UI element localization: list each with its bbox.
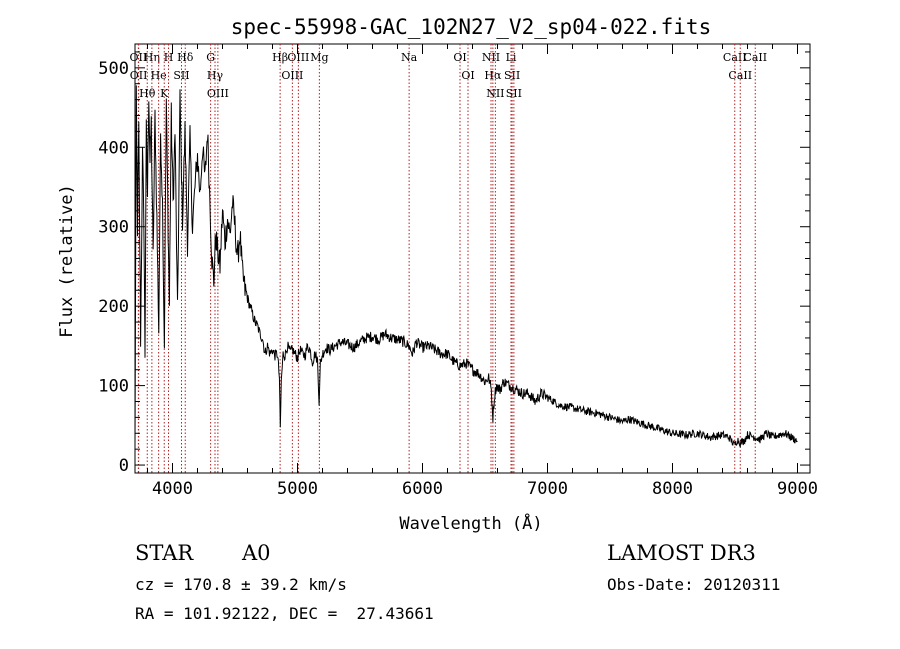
emission-line-label: He	[151, 69, 167, 82]
coordinates-readout: RA = 101.92122, DEC = 27.43661	[135, 604, 434, 623]
emission-line-label: G	[206, 51, 215, 64]
emission-line-label: OIII	[207, 87, 229, 100]
survey-name: LAMOST DR3	[607, 541, 756, 565]
emission-line-label: Hη	[144, 51, 160, 64]
emission-line-label: Hγ	[207, 69, 224, 82]
y-axis-label: Flux (relative)	[57, 184, 77, 338]
x-tick-label: 6000	[402, 479, 443, 499]
emission-line-label: Li	[506, 51, 517, 64]
x-axis-label: Wavelength (Å)	[399, 512, 542, 534]
emission-line-label: SII	[504, 69, 520, 82]
emission-line-label: NII	[482, 51, 500, 64]
emission-line-label: H	[164, 51, 174, 64]
emission-line-label: Hβ	[272, 51, 288, 64]
chart-title: spec-55998-GAC_102N27_V2_sp04-022.fits	[231, 15, 711, 39]
emission-line-label: CaII	[743, 51, 767, 64]
x-tick-label: 8000	[652, 479, 693, 499]
x-tick-label: 4000	[152, 479, 193, 499]
y-tick-label: 200	[98, 297, 129, 317]
emission-line-label: OII	[130, 69, 148, 82]
y-tick-label: 500	[98, 59, 129, 79]
emission-line-label: SII	[173, 69, 189, 82]
y-tick-label: 400	[98, 138, 129, 158]
x-tick-label: 9000	[777, 479, 818, 499]
emission-line-label: Mg	[310, 51, 328, 64]
observation-date: Obs-Date: 20120311	[607, 575, 781, 594]
emission-line-label: OII	[130, 51, 148, 64]
y-tick-label: 100	[98, 377, 129, 397]
emission-line-label: Hδ	[177, 51, 194, 64]
x-tick-label: 7000	[527, 479, 568, 499]
y-tick-label: 300	[98, 218, 129, 238]
emission-line-label: OI	[453, 51, 466, 64]
spectrum-chart: spec-55998-GAC_102N27_V2_sp04-022.fits O…	[57, 15, 818, 534]
object-subclass: A0	[242, 541, 271, 565]
plot-frame	[134, 43, 811, 474]
emission-line-label: OI	[461, 69, 474, 82]
y-tick-label: 0	[119, 456, 129, 476]
emission-line-label: K	[160, 87, 169, 100]
emission-line-label: CaII	[723, 51, 747, 64]
spectrum-series-line	[134, 85, 798, 448]
object-class: STAR	[135, 541, 194, 565]
emission-line-label: Na	[401, 51, 418, 64]
emission-line-label: Hθ	[139, 87, 156, 100]
emission-line-label: Hα	[484, 69, 502, 82]
redshift-readout: cz = 170.8 ± 39.2 km/s	[135, 575, 347, 594]
emission-line-label: OIII	[287, 51, 309, 64]
x-tick-label: 5000	[277, 479, 318, 499]
emission-line-label: CaII	[728, 69, 752, 82]
emission-line-label: SII	[506, 87, 522, 100]
emission-line-label: OIII	[281, 69, 303, 82]
emission-line-label: NII	[486, 87, 504, 100]
